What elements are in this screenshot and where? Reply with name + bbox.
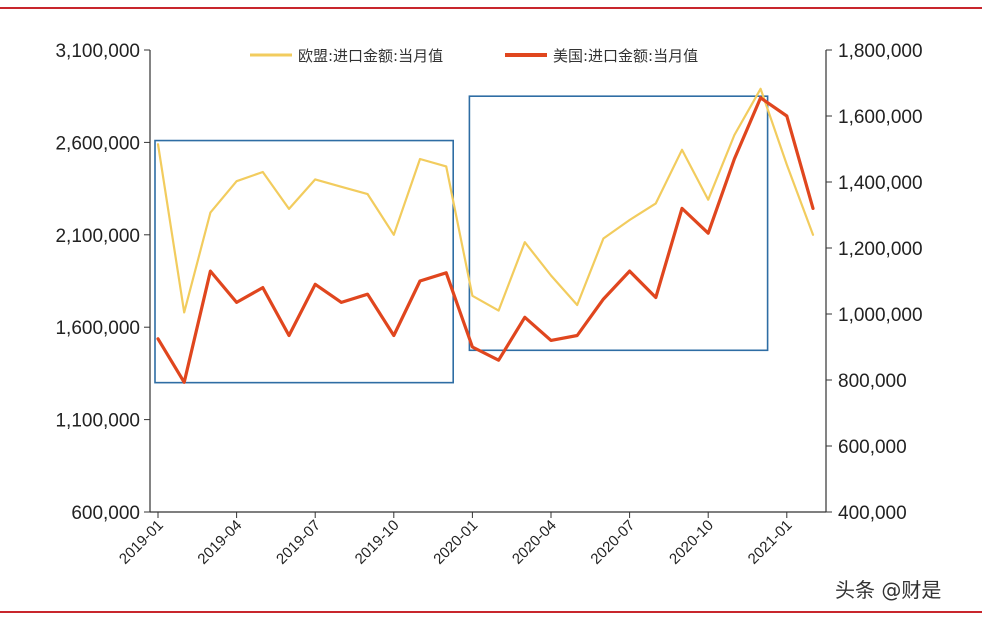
eu-data-point xyxy=(157,143,159,146)
right-y-tick-label: 1,000,000 xyxy=(838,305,923,326)
highlight-boxes xyxy=(154,95,769,384)
us-data-point xyxy=(602,298,605,300)
series-line-eu xyxy=(156,87,815,314)
us-data-point xyxy=(288,334,290,337)
series-lines xyxy=(156,87,815,384)
left-y-tick-label: 600,000 xyxy=(71,503,140,524)
eu-data-point xyxy=(262,171,264,173)
us-data-point xyxy=(314,283,317,286)
legend: 欧盟:进口金额:当月值 美国:进口金额:当月值 xyxy=(250,47,698,65)
right-y-tick-label: 1,600,000 xyxy=(838,107,923,128)
right-y-tick-label: 400,000 xyxy=(838,503,907,524)
us-data-point xyxy=(419,280,421,282)
us-data-point xyxy=(497,359,500,362)
right-y-tick-label: 1,200,000 xyxy=(838,239,923,260)
us-data-point xyxy=(262,286,264,289)
us-data-point xyxy=(707,232,709,234)
eu-data-point xyxy=(786,163,788,166)
us-data-point xyxy=(681,207,683,210)
x-tick-label: 2019-07 xyxy=(273,517,324,568)
eu-data-point xyxy=(340,185,343,188)
eu-data-point xyxy=(393,234,395,236)
right-y-tick-label: 1,400,000 xyxy=(838,173,923,194)
eu-data-point xyxy=(183,311,185,314)
us-data-point xyxy=(445,271,448,274)
x-tick-label: 2019-01 xyxy=(116,517,167,568)
x-tick-label: 2020-10 xyxy=(666,517,717,568)
eu-data-point xyxy=(707,198,709,201)
us-data-point xyxy=(471,346,474,348)
us-data-point xyxy=(340,301,343,304)
legend-label-us: 美国:进口金额:当月值 xyxy=(553,47,698,65)
right-y-tick-label: 1,800,000 xyxy=(838,41,923,62)
us-data-point xyxy=(524,316,526,319)
us-data-point xyxy=(812,207,814,210)
right-y-tick-label: 600,000 xyxy=(838,437,907,458)
eu-data-point xyxy=(445,165,448,168)
eu-data-point xyxy=(733,134,736,136)
eu-data-point xyxy=(602,237,605,240)
us-data-point xyxy=(157,337,159,340)
eu-data-point xyxy=(759,88,762,90)
left-y-tick-label: 1,100,000 xyxy=(55,411,140,432)
left-y-tick-label: 1,600,000 xyxy=(55,318,140,339)
series-line-us xyxy=(156,96,815,384)
eu-data-point xyxy=(655,202,657,205)
eu-data-point xyxy=(524,241,526,243)
eu-data-point xyxy=(471,294,474,297)
x-tick-label: 2019-10 xyxy=(352,517,403,568)
eu-data-point xyxy=(209,211,212,214)
eu-data-point xyxy=(550,274,552,277)
eu-data-point xyxy=(576,304,578,306)
left-y-tick-label: 2,100,000 xyxy=(55,226,140,247)
us-data-point xyxy=(655,296,657,299)
us-data-point xyxy=(393,334,395,337)
us-data-point xyxy=(366,293,369,296)
highlight-box-1 xyxy=(154,139,455,384)
us-data-point xyxy=(576,334,578,337)
eu-data-point xyxy=(314,178,317,181)
right-y-tick-label: 800,000 xyxy=(838,371,907,392)
us-data-point xyxy=(235,301,238,304)
us-data-point xyxy=(759,97,762,99)
eu-data-point xyxy=(812,234,814,236)
left-y-tick-label: 2,600,000 xyxy=(55,133,140,154)
eu-data-point xyxy=(235,180,238,183)
legend-label-eu: 欧盟:进口金额:当月值 xyxy=(298,47,443,65)
eu-data-point xyxy=(366,193,369,195)
us-data-point xyxy=(628,270,631,272)
eu-data-point xyxy=(288,208,290,210)
highlight-box-2 xyxy=(468,95,769,352)
x-tick-label: 2021-01 xyxy=(745,517,796,568)
watermark-text: 头条 @财是 xyxy=(835,578,941,602)
eu-data-point xyxy=(628,219,631,221)
us-data-point xyxy=(550,339,552,342)
us-data-point xyxy=(183,381,185,384)
eu-data-point xyxy=(497,309,500,312)
us-data-point xyxy=(733,158,736,160)
us-data-point xyxy=(786,115,788,117)
us-data-point xyxy=(209,270,212,272)
x-tick-label: 2019-04 xyxy=(194,517,245,568)
x-tick-label: 2020-07 xyxy=(587,517,638,568)
x-tick-label: 2020-04 xyxy=(509,517,560,568)
eu-data-point xyxy=(681,148,683,151)
x-tick-label: 2020-01 xyxy=(430,517,481,568)
eu-data-point xyxy=(419,158,421,160)
left-y-tick-label: 3,100,000 xyxy=(55,41,140,62)
